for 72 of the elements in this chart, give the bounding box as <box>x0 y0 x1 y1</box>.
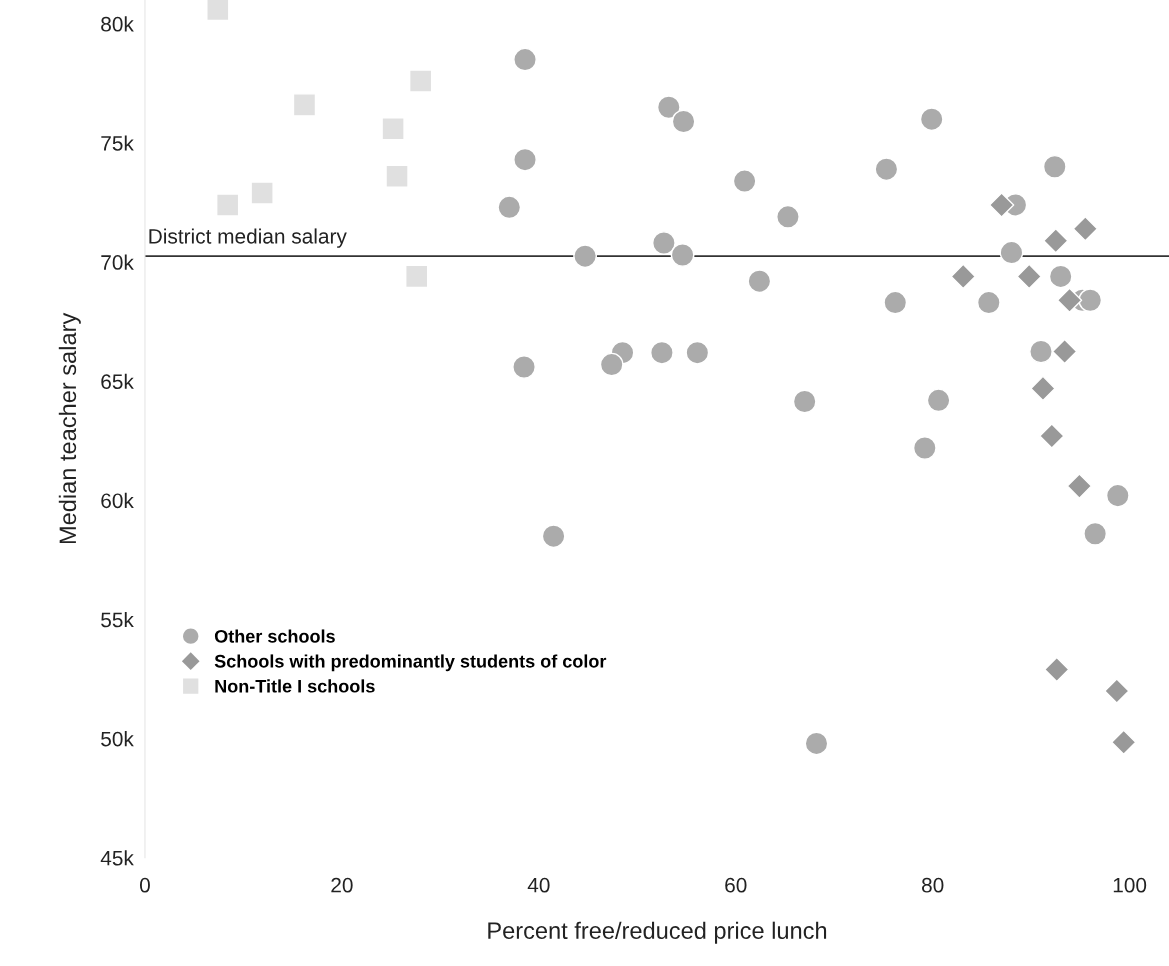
point <box>685 340 710 365</box>
point <box>1044 656 1070 683</box>
point <box>950 263 976 290</box>
point <box>513 147 537 172</box>
point <box>1105 483 1130 508</box>
legend-label: Other schools <box>214 629 335 643</box>
point <box>1029 339 1053 364</box>
point <box>599 352 624 377</box>
point <box>912 436 937 460</box>
x-tick-label: 0 <box>139 877 150 893</box>
point <box>497 195 522 220</box>
point <box>1039 423 1065 449</box>
y-tick-label: 55k <box>101 611 134 628</box>
ref-line-label: District median salary <box>149 228 347 248</box>
y-tick-label: 50k <box>101 731 134 747</box>
point <box>650 340 674 365</box>
point <box>1072 216 1099 242</box>
y-tick-label: 65k <box>101 373 134 389</box>
point <box>1110 729 1137 755</box>
point <box>541 524 566 549</box>
y-tick-label: 60k <box>101 492 134 509</box>
point <box>919 107 944 132</box>
point <box>381 116 405 141</box>
point <box>1083 521 1108 546</box>
point <box>215 193 240 217</box>
x-axis-title: Percent free/reduced price lunch <box>488 921 827 944</box>
point <box>1066 473 1093 499</box>
point <box>513 47 537 72</box>
point <box>988 192 1015 218</box>
point <box>732 169 757 193</box>
point <box>776 204 800 229</box>
x-tick-label: 60 <box>725 877 747 893</box>
y-tick-label: 70k <box>101 254 134 270</box>
point <box>1016 263 1042 290</box>
point <box>573 244 597 269</box>
point <box>385 164 409 189</box>
point <box>1051 338 1078 365</box>
point <box>1104 678 1130 704</box>
point <box>292 93 317 117</box>
point <box>671 109 696 134</box>
x-tick-label: 80 <box>922 877 944 893</box>
point <box>747 269 772 294</box>
point <box>874 157 899 182</box>
legend-label: Schools with predominantly students of color <box>214 654 607 672</box>
y-tick-label: 80k <box>101 16 134 32</box>
y-tick-label: 75k <box>101 135 134 151</box>
x-tick-label: 40 <box>527 877 550 893</box>
point <box>999 240 1024 265</box>
y-axis-title: Median teacher salary <box>58 312 81 544</box>
point <box>1078 288 1103 313</box>
point <box>656 95 681 120</box>
point <box>1042 154 1067 179</box>
point <box>512 355 536 379</box>
point <box>408 69 433 93</box>
point <box>651 231 676 255</box>
point <box>792 389 817 414</box>
point <box>1043 227 1069 254</box>
point <box>250 181 274 205</box>
point <box>926 388 951 413</box>
point <box>206 0 230 22</box>
point <box>405 264 429 289</box>
point <box>883 290 908 315</box>
point <box>804 731 829 756</box>
point <box>1056 287 1083 313</box>
x-tick-label: 100 <box>1113 877 1147 893</box>
point <box>670 243 695 267</box>
point <box>1048 264 1073 289</box>
point <box>1030 375 1056 402</box>
point <box>976 290 1001 315</box>
x-tick-label: 20 <box>331 877 353 893</box>
legend-label: Non-Title I schools <box>215 679 375 693</box>
y-tick-label: 45k <box>100 850 134 866</box>
